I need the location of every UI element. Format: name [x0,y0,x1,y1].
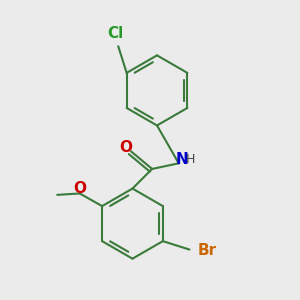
Text: O: O [73,181,86,196]
Text: Cl: Cl [107,26,124,40]
Text: H: H [186,153,195,166]
Text: N: N [175,152,188,167]
Text: Br: Br [198,244,217,259]
Text: O: O [120,140,133,155]
